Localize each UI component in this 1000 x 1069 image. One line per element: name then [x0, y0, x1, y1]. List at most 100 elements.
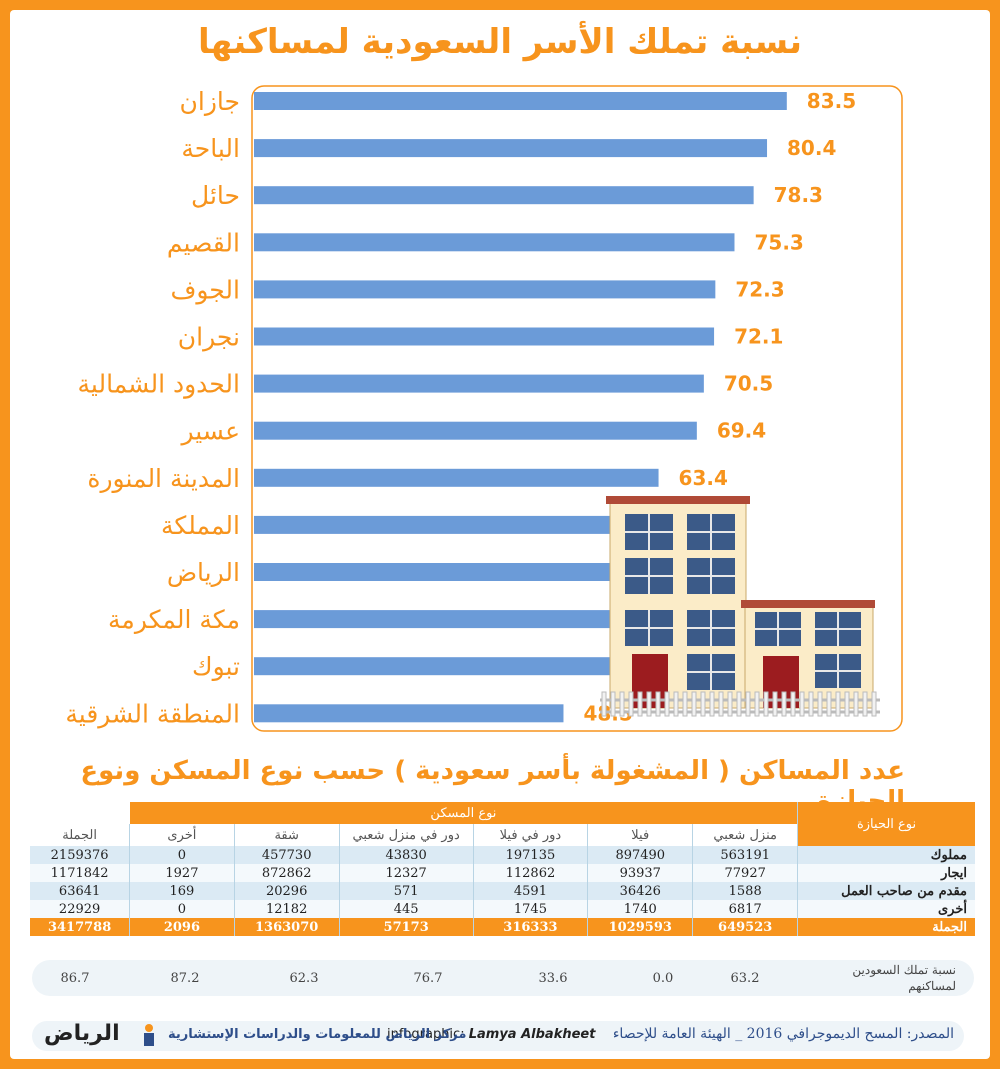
data-table: نوع الحيازة نوع المسكن منزل شعبي فيلا دور …: [30, 802, 975, 936]
table-cell: 20296: [233, 882, 340, 900]
credit-author: Lamya Albakheet: [468, 1027, 596, 1042]
column-header-6: الجملة: [30, 824, 130, 846]
chart-title: نسبة تملك الأسر السعودية لمساكنها: [197, 22, 802, 62]
table-cell: 0: [129, 846, 235, 864]
table-row: مملوك 563191 897490 197135 43830 457730 0 21593…: [30, 846, 975, 864]
table-cell: 1363070: [233, 918, 340, 936]
table-cell: 112862: [472, 864, 588, 882]
footer-bar: المصدر: المسح الديموجرافي 2016 _ الهيئة …: [32, 1021, 964, 1051]
value-label-3: 75.3: [754, 230, 803, 254]
plot-frame: [251, 85, 903, 732]
ratio-value-4: 62.3: [289, 971, 319, 986]
category-label-7: عسير: [179, 417, 240, 446]
center-name: مركز الرياض للمعلومات والدراسات الإستشار…: [168, 1027, 467, 1042]
bar-3: [254, 233, 735, 252]
bar-10: [254, 563, 654, 581]
bar-0: [254, 92, 787, 110]
table-cell: 93937: [587, 864, 693, 882]
ratio-value-0: 63.2: [730, 971, 760, 986]
ratio-value-3: 76.7: [413, 971, 443, 986]
table-cell: 2096: [129, 918, 235, 936]
table-cell: 1029593: [587, 918, 693, 936]
category-label-11: مكة المكرمة: [108, 605, 240, 634]
table-cell: 563191: [692, 846, 798, 864]
ratio-label-line1: نسبة تملك السعودين: [852, 963, 956, 977]
category-label-13: المنطقة الشرقية: [65, 699, 240, 728]
category-label-12: تبوك: [192, 652, 240, 681]
bar-5: [254, 327, 715, 346]
table-cell: 63641: [30, 882, 130, 900]
table-cell: 457730: [233, 846, 340, 864]
value-label-1: 80.4: [787, 136, 836, 160]
value-label-7: 69.4: [717, 419, 766, 443]
table-cell: 57173: [338, 918, 474, 936]
category-label-4: الجوف: [170, 275, 240, 304]
table-cell: 2159376: [30, 846, 130, 864]
row-label: الجملة: [797, 918, 975, 936]
ratio-value-5: 87.2: [170, 971, 200, 986]
category-label-6: الحدود الشمالية: [78, 370, 240, 400]
table-title: عدد المساكن ( المشغولة بأسر سعودية ) حسب…: [80, 756, 905, 816]
table-cell: 4591: [472, 882, 588, 900]
header-dwelling-type: نوع المسكن: [129, 802, 798, 824]
bar-6: [254, 374, 704, 393]
table-cell: 77927: [692, 864, 798, 882]
bar-11: [254, 610, 641, 629]
header-tenure-type: نوع الحيازة: [797, 802, 975, 846]
column-header-5: أخرى: [129, 824, 235, 846]
ratio-value-1: 0.0: [652, 971, 674, 986]
value-label-2: 78.3: [774, 183, 823, 207]
table-cell: 169: [129, 882, 235, 900]
bar-9: [254, 515, 658, 534]
column-header-3: دور في منزل شعبي: [338, 824, 474, 846]
category-label-9: المملكة: [161, 511, 240, 540]
column-header-4: شقة: [233, 824, 340, 846]
bar-2: [254, 186, 754, 205]
category-label-0: جازان: [180, 87, 240, 116]
ratio-value-6: 86.7: [60, 971, 90, 986]
category-label-8: المدينة المنورة: [87, 464, 240, 493]
table-cell: 316333: [472, 918, 588, 936]
table-cell: 1588: [692, 882, 798, 900]
row-label: أخرى: [797, 900, 975, 918]
table-cell: 445: [338, 900, 474, 918]
category-label-10: الرياض: [167, 558, 240, 587]
center-logo-icon: [142, 1024, 156, 1046]
table-cell: 0: [129, 900, 235, 918]
row-label: ايجار: [797, 864, 975, 882]
category-label-3: القصيم: [167, 228, 240, 258]
value-label-4: 72.3: [735, 277, 784, 301]
table-row: ايجار 77927 93937 112862 12327 872862 1927 1171…: [30, 864, 975, 882]
bar-1: [254, 139, 768, 158]
bars-group: 83.5 جازان 80.4 الباحة 78.3 حائل 75.3 القصيم 72.…: [65, 87, 856, 728]
table-row: مقدم من صاحب العمل 1588 36426 4591 571 20296 1…: [30, 882, 975, 900]
row-label: مملوك: [797, 846, 975, 864]
credit-line: infographic: Lamya Albakheet: [387, 1027, 595, 1042]
ownership-ratio-row: نسبة تملك السعودين لمساكنهم 63.2 0.0 33.6 76.…: [32, 960, 974, 996]
source-text: المصدر: المسح الديموجرافي 2016 _ الهيئة …: [612, 1026, 954, 1042]
table-cell: 12327: [338, 864, 474, 882]
credit-prefix: infographic:: [387, 1027, 469, 1042]
table-cell: 872862: [233, 864, 340, 882]
building-illustration: [600, 496, 880, 717]
category-label-5: نجران: [178, 323, 240, 352]
value-label-0: 83.5: [807, 89, 856, 113]
column-header-2: دور في فيلا: [472, 824, 588, 846]
table-cell: 12182: [233, 900, 340, 918]
newspaper-logo: الرياض: [44, 1021, 120, 1046]
category-label-1: الباحة: [181, 134, 240, 163]
value-label-5: 72.1: [734, 325, 783, 349]
bar-chart: 83.5 جازان 80.4 الباحة 78.3 حائل 75.3 القصيم 72.…: [65, 85, 903, 732]
table-cell: 897490: [587, 846, 693, 864]
ratio-value-2: 33.6: [538, 971, 568, 986]
bar-7: [254, 421, 697, 440]
column-header-0: منزل شعبي: [692, 824, 798, 846]
bar-8: [254, 468, 659, 487]
table-cell: 1927: [129, 864, 235, 882]
table-cell: 1740: [587, 900, 693, 918]
table-cell: 1745: [472, 900, 588, 918]
table-row: أخرى 6817 1740 1745 445 12182 0 22929: [30, 900, 975, 918]
ratio-label: نسبة تملك السعودين لمساكنهم: [806, 962, 956, 994]
table-cell: 43830: [338, 846, 474, 864]
bar-4: [254, 280, 716, 299]
